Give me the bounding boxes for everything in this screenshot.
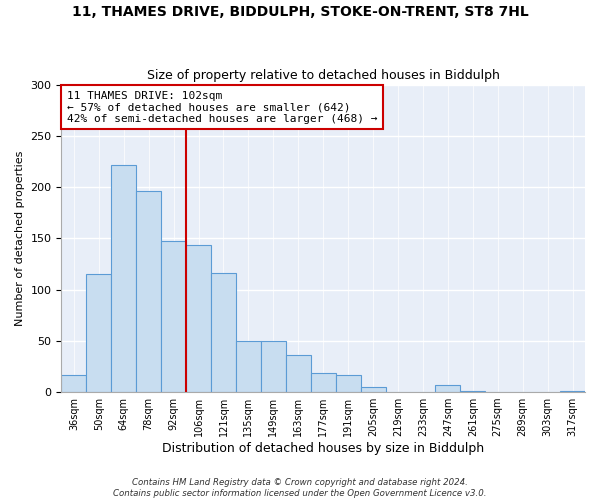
Bar [61,374,86,392]
Bar [560,391,585,392]
Text: 11, THAMES DRIVE, BIDDULPH, STOKE-ON-TRENT, ST8 7HL: 11, THAMES DRIVE, BIDDULPH, STOKE-ON-TRE… [71,5,529,19]
Bar [136,191,161,392]
Bar [211,273,236,392]
Y-axis label: Number of detached properties: Number of detached properties [15,150,25,326]
Bar [311,372,335,392]
Bar [335,374,361,392]
Bar [186,246,211,392]
Bar [361,387,386,392]
Bar [460,391,485,392]
Title: Size of property relative to detached houses in Biddulph: Size of property relative to detached ho… [147,69,500,82]
Bar [436,385,460,392]
Bar [86,274,111,392]
Bar [261,341,286,392]
Text: 11 THAMES DRIVE: 102sqm
← 57% of detached houses are smaller (642)
42% of semi-d: 11 THAMES DRIVE: 102sqm ← 57% of detache… [67,90,377,124]
Bar [111,164,136,392]
Bar [161,242,186,392]
Bar [286,355,311,392]
Bar [236,341,261,392]
X-axis label: Distribution of detached houses by size in Biddulph: Distribution of detached houses by size … [162,442,484,455]
Text: Contains HM Land Registry data © Crown copyright and database right 2024.
Contai: Contains HM Land Registry data © Crown c… [113,478,487,498]
